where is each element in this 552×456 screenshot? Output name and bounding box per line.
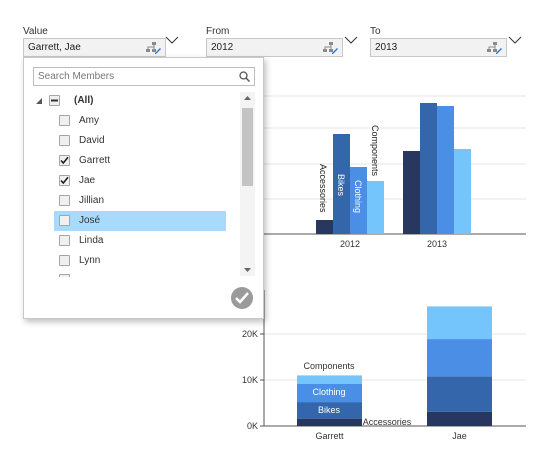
segment-data-label: Accessories [363, 417, 412, 427]
member-checkbox[interactable] [59, 235, 70, 246]
member-row[interactable]: Amy [54, 111, 226, 131]
member-checkbox[interactable] [59, 255, 70, 266]
collapse-triangle-icon[interactable] [36, 98, 43, 105]
search-icon[interactable] [239, 71, 250, 82]
bar-data-label: Accessories [318, 164, 328, 213]
to-parameter: To 2013 [370, 26, 507, 57]
y-tick-label: 20K [242, 329, 258, 339]
member-dropdown-panel: Search Members (All) Amy David Garrett Jae J… [23, 57, 264, 319]
value-label: Value [23, 26, 48, 37]
scroll-thumb [242, 108, 253, 186]
bar-bikes-2012 [333, 134, 350, 234]
stack-accessories-Garrett [297, 418, 362, 426]
member-checkbox[interactable] [59, 195, 70, 206]
all-partial-checkbox[interactable] [49, 95, 60, 106]
member-row[interactable]: Jillian [54, 191, 226, 211]
segment-data-label: Bikes [318, 405, 341, 415]
stack-clothing-Jae [427, 339, 492, 377]
all-label: (All) [74, 95, 94, 106]
member-row[interactable]: Linda [54, 231, 226, 251]
value-text: Garrett, Jae [28, 42, 81, 53]
x-tick-label: Garrett [315, 431, 344, 441]
scroll-up-arrow-icon [244, 96, 251, 100]
member-label: Amy [79, 115, 99, 126]
scroll-down-arrow-icon [244, 268, 251, 272]
bar-components-2012 [367, 181, 384, 234]
member-row[interactable]: José [54, 211, 226, 231]
y-tick-label: 0K [247, 421, 258, 431]
to-dropdown-chevron-icon[interactable] [508, 36, 522, 45]
bar-clothing-2013 [437, 106, 454, 234]
member-checkbox[interactable] [59, 115, 70, 126]
bar-data-label: Bikes [336, 174, 346, 197]
bar-accessories-2013 [403, 151, 420, 234]
member-label: Linda [79, 235, 104, 246]
hierarchy-icon[interactable] [146, 42, 161, 54]
member-list-scrollbar[interactable] [240, 92, 255, 276]
stack-components-Jae [427, 306, 492, 340]
check-icon [60, 176, 69, 185]
member-label: David [79, 135, 105, 146]
checkmark-icon [235, 292, 249, 304]
bar-clothing-2012 [350, 167, 367, 234]
x-tick-label: 2012 [340, 239, 360, 249]
member-checkbox[interactable] [59, 215, 70, 226]
apply-button[interactable] [231, 287, 253, 309]
member-label: Jae [79, 175, 96, 186]
member-checkbox[interactable] [59, 155, 70, 166]
from-dropdown-chevron-icon[interactable] [344, 36, 358, 45]
to-text: 2013 [375, 42, 398, 53]
member-label: Lynn [79, 255, 101, 266]
member-row[interactable]: Jae [54, 171, 226, 191]
value-dropdown-chevron-icon[interactable] [165, 36, 179, 45]
member-label: Garrett [79, 155, 111, 166]
to-field[interactable]: 2013 [370, 38, 507, 57]
bar-data-label: Clothing [353, 180, 363, 213]
stack-accessories-Jae [427, 411, 492, 426]
bar-data-label: Components [370, 125, 380, 177]
from-field[interactable]: 2012 [206, 38, 343, 57]
stack-components-Garrett [297, 375, 362, 384]
from-text: 2012 [211, 42, 234, 53]
member-label: Jillian [79, 195, 105, 206]
member-row[interactable]: Lynn [54, 251, 226, 271]
stack-bikes-Jae [427, 376, 492, 412]
search-placeholder: Search Members [38, 71, 115, 82]
segment-data-label: Clothing [312, 387, 345, 397]
stack-bikes-Garrett [297, 402, 362, 419]
bar-components-2013 [454, 149, 471, 234]
value-field[interactable]: Garrett, Jae [23, 38, 166, 57]
member-checkbox[interactable] [59, 135, 70, 146]
tree-node-all[interactable]: (All) [33, 91, 233, 111]
member-row-partial [54, 271, 74, 277]
member-row[interactable]: David [54, 131, 226, 151]
x-tick-label: Jae [452, 431, 467, 441]
to-label: To [370, 26, 381, 37]
segment-data-label: Components [303, 361, 355, 371]
hierarchy-icon[interactable] [487, 42, 502, 54]
hierarchy-icon[interactable] [323, 42, 338, 54]
from-label: From [206, 26, 230, 37]
y-tick-label: 10K [242, 375, 258, 385]
stack-clothing-Garrett [297, 383, 362, 403]
member-row[interactable]: Garrett [54, 151, 226, 171]
from-parameter: From 2012 [206, 26, 343, 57]
value-parameter: Value Garrett, Jae [23, 26, 166, 57]
bar-accessories-2012 [316, 220, 333, 234]
member-checkbox[interactable] [59, 175, 70, 186]
check-icon [60, 156, 69, 165]
search-input[interactable]: Search Members [33, 67, 255, 86]
bar-bikes-2013 [420, 103, 437, 234]
x-tick-label: 2013 [427, 239, 447, 249]
member-label: José [79, 215, 101, 226]
